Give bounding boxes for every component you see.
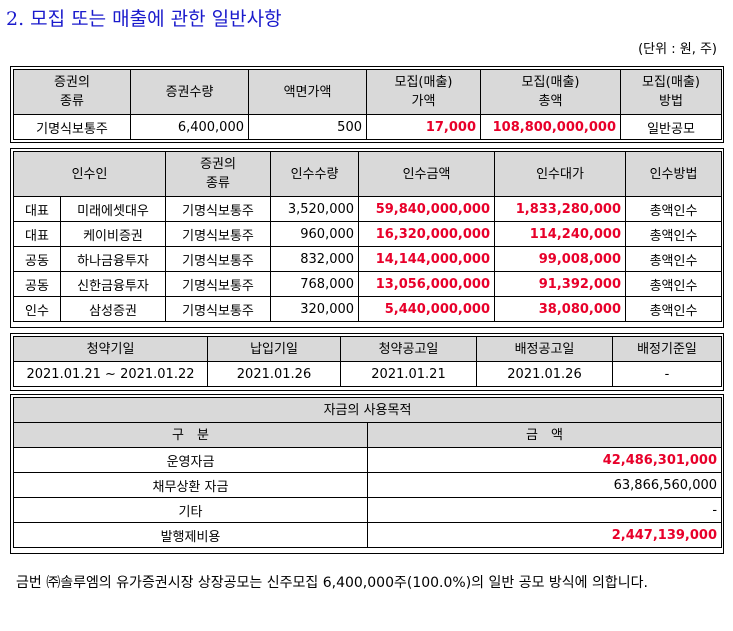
underwriter-type: 기명식보통주 xyxy=(165,271,272,297)
underwriter-method: 총액인수 xyxy=(625,271,723,297)
schedule-table-frame xyxy=(10,333,724,391)
offering-quantity: 6,400,000 xyxy=(130,114,249,140)
underwriter-amount: 5,440,000,000 xyxy=(358,296,496,322)
underwriter-header-fee: 인수대가 xyxy=(494,151,627,197)
schedule-header-allotment-notice: 배정공고일 xyxy=(476,336,613,362)
offering-table-frame xyxy=(10,66,724,143)
schedule-header-allotment-basis: 배정기준일 xyxy=(612,336,722,362)
schedule-subscription-date: 2021.01.21 ~ 2021.01.22 xyxy=(13,361,208,387)
table-row: 채무상환 자금 63,866,560,000 xyxy=(13,472,723,498)
underwriter-method: 총액인수 xyxy=(625,246,723,272)
underwriter-table: 인수인 증권의 종류 인수수량 인수금액 인수대가 인수방법 대표 미래에셋대우… xyxy=(12,151,723,322)
underwriter-fee: 114,240,000 xyxy=(494,221,627,247)
offering-method-note: 금번 ㈜솔루엠의 유가증권시장 상장공모는 신주모집 6,400,000주(10… xyxy=(16,575,648,591)
table-row: 대표 케이비증권 기명식보통주 960,000 16,320,000,000 1… xyxy=(13,221,723,247)
funds-amount: 42,486,301,000 xyxy=(366,447,723,473)
funds-table: 자금의 사용목적 구 분 금 액 운영자금 42,486,301,000 채무상… xyxy=(12,397,723,548)
offering-total: 108,800,000,000 xyxy=(480,114,621,140)
schedule-allotment-notice-date: 2021.01.26 xyxy=(476,361,613,387)
underwriter-fee: 38,080,000 xyxy=(494,296,627,322)
funds-amount: 2,447,139,000 xyxy=(366,522,723,548)
table-row: 공동 하나금융투자 기명식보통주 832,000 14,144,000,000 … xyxy=(13,246,723,272)
underwriter-quantity: 320,000 xyxy=(270,296,360,322)
table-row: 운영자금 42,486,301,000 xyxy=(13,447,723,473)
underwriter-fee: 99,008,000 xyxy=(494,246,627,272)
offering-table: 증권의 종류 증권수량 액면가액 모집(매출) 가액 모집(매출) 총액 모집(… xyxy=(13,69,722,140)
offering-type: 기명식보통주 xyxy=(13,114,131,140)
underwriter-name: 신한금융투자 xyxy=(59,271,167,297)
underwriter-header-method: 인수방법 xyxy=(625,151,723,197)
offering-header-total: 모집(매출) 총액 xyxy=(480,69,621,115)
offering-method: 일반공모 xyxy=(620,114,722,140)
underwriter-name: 케이비증권 xyxy=(59,221,167,247)
underwriter-quantity: 3,520,000 xyxy=(270,196,360,222)
funds-table-frame xyxy=(10,394,724,554)
underwriter-type: 기명식보통주 xyxy=(165,296,272,322)
underwriter-fee: 1,833,280,000 xyxy=(494,196,627,222)
underwriter-amount: 16,320,000,000 xyxy=(358,221,496,247)
underwriter-table-frame xyxy=(10,148,724,328)
offering-par-value: 500 xyxy=(248,114,367,140)
table-row: 발행제비용 2,447,139,000 xyxy=(13,522,723,548)
funds-label: 채무상환 자금 xyxy=(13,472,368,498)
funds-label: 기타 xyxy=(13,497,368,523)
table-row: 기명식보통주 6,400,000 500 17,000 108,800,000,… xyxy=(13,114,722,140)
offering-header-type: 증권의 종류 xyxy=(13,69,131,115)
offering-price: 17,000 xyxy=(366,114,481,140)
table-row: 기타 - xyxy=(13,497,723,523)
underwriter-amount: 14,144,000,000 xyxy=(358,246,496,272)
underwriter-amount: 59,840,000,000 xyxy=(358,196,496,222)
table-row: 인수 삼성증권 기명식보통주 320,000 5,440,000,000 38,… xyxy=(13,296,723,322)
section-title: 2. 모집 또는 매출에 관한 일반사항 xyxy=(6,8,282,30)
funds-amount: - xyxy=(366,497,723,523)
schedule-header-payment: 납입기일 xyxy=(207,336,341,362)
funds-amount: 63,866,560,000 xyxy=(366,472,723,498)
underwriter-header-amount: 인수금액 xyxy=(358,151,496,197)
underwriter-quantity: 960,000 xyxy=(270,221,360,247)
schedule-allotment-basis-date: - xyxy=(612,361,722,387)
underwriter-fee: 91,392,000 xyxy=(494,271,627,297)
table-row: 대표 미래에셋대우 기명식보통주 3,520,000 59,840,000,00… xyxy=(13,196,723,222)
underwriter-role: 인수 xyxy=(13,296,61,322)
schedule-table: 청약기일 납입기일 청약공고일 배정공고일 배정기준일 2021.01.21 ~… xyxy=(13,336,722,387)
offering-header-quantity: 증권수량 xyxy=(130,69,249,115)
funds-header-amount: 금 액 xyxy=(366,422,723,448)
underwriter-type: 기명식보통주 xyxy=(165,196,272,222)
underwriter-name: 미래에셋대우 xyxy=(59,196,167,222)
funds-caption: 자금의 사용목적 xyxy=(12,397,723,423)
table-row: 2021.01.21 ~ 2021.01.22 2021.01.26 2021.… xyxy=(13,361,722,387)
table-row: 공동 신한금융투자 기명식보통주 768,000 13,056,000,000 … xyxy=(13,271,723,297)
underwriter-type: 기명식보통주 xyxy=(165,246,272,272)
underwriter-quantity: 768,000 xyxy=(270,271,360,297)
unit-note: (단위 : 원, 주) xyxy=(638,42,717,57)
underwriter-method: 총액인수 xyxy=(625,196,723,222)
underwriter-amount: 13,056,000,000 xyxy=(358,271,496,297)
underwriter-role: 공동 xyxy=(13,246,61,272)
underwriter-header-type: 증권의 종류 xyxy=(165,151,272,197)
underwriter-method: 총액인수 xyxy=(625,221,723,247)
funds-header-category: 구 분 xyxy=(13,422,368,448)
funds-label: 발행제비용 xyxy=(13,522,368,548)
offering-header-method: 모집(매출) 방법 xyxy=(620,69,722,115)
underwriter-header-name: 인수인 xyxy=(12,151,167,197)
funds-label: 운영자금 xyxy=(13,447,368,473)
offering-header-par-value: 액면가액 xyxy=(248,69,367,115)
underwriter-role: 대표 xyxy=(13,221,61,247)
offering-header-price: 모집(매출) 가액 xyxy=(366,69,481,115)
schedule-payment-date: 2021.01.26 xyxy=(207,361,341,387)
underwriter-role: 대표 xyxy=(13,196,61,222)
schedule-header-subscription: 청약기일 xyxy=(13,336,208,362)
underwriter-header-quantity: 인수수량 xyxy=(270,151,360,197)
schedule-header-subscription-notice: 청약공고일 xyxy=(340,336,477,362)
underwriter-method: 총액인수 xyxy=(625,296,723,322)
schedule-subscription-notice-date: 2021.01.21 xyxy=(340,361,477,387)
underwriter-name: 하나금융투자 xyxy=(59,246,167,272)
underwriter-role: 공동 xyxy=(13,271,61,297)
underwriter-name: 삼성증권 xyxy=(59,296,167,322)
underwriter-type: 기명식보통주 xyxy=(165,221,272,247)
underwriter-quantity: 832,000 xyxy=(270,246,360,272)
